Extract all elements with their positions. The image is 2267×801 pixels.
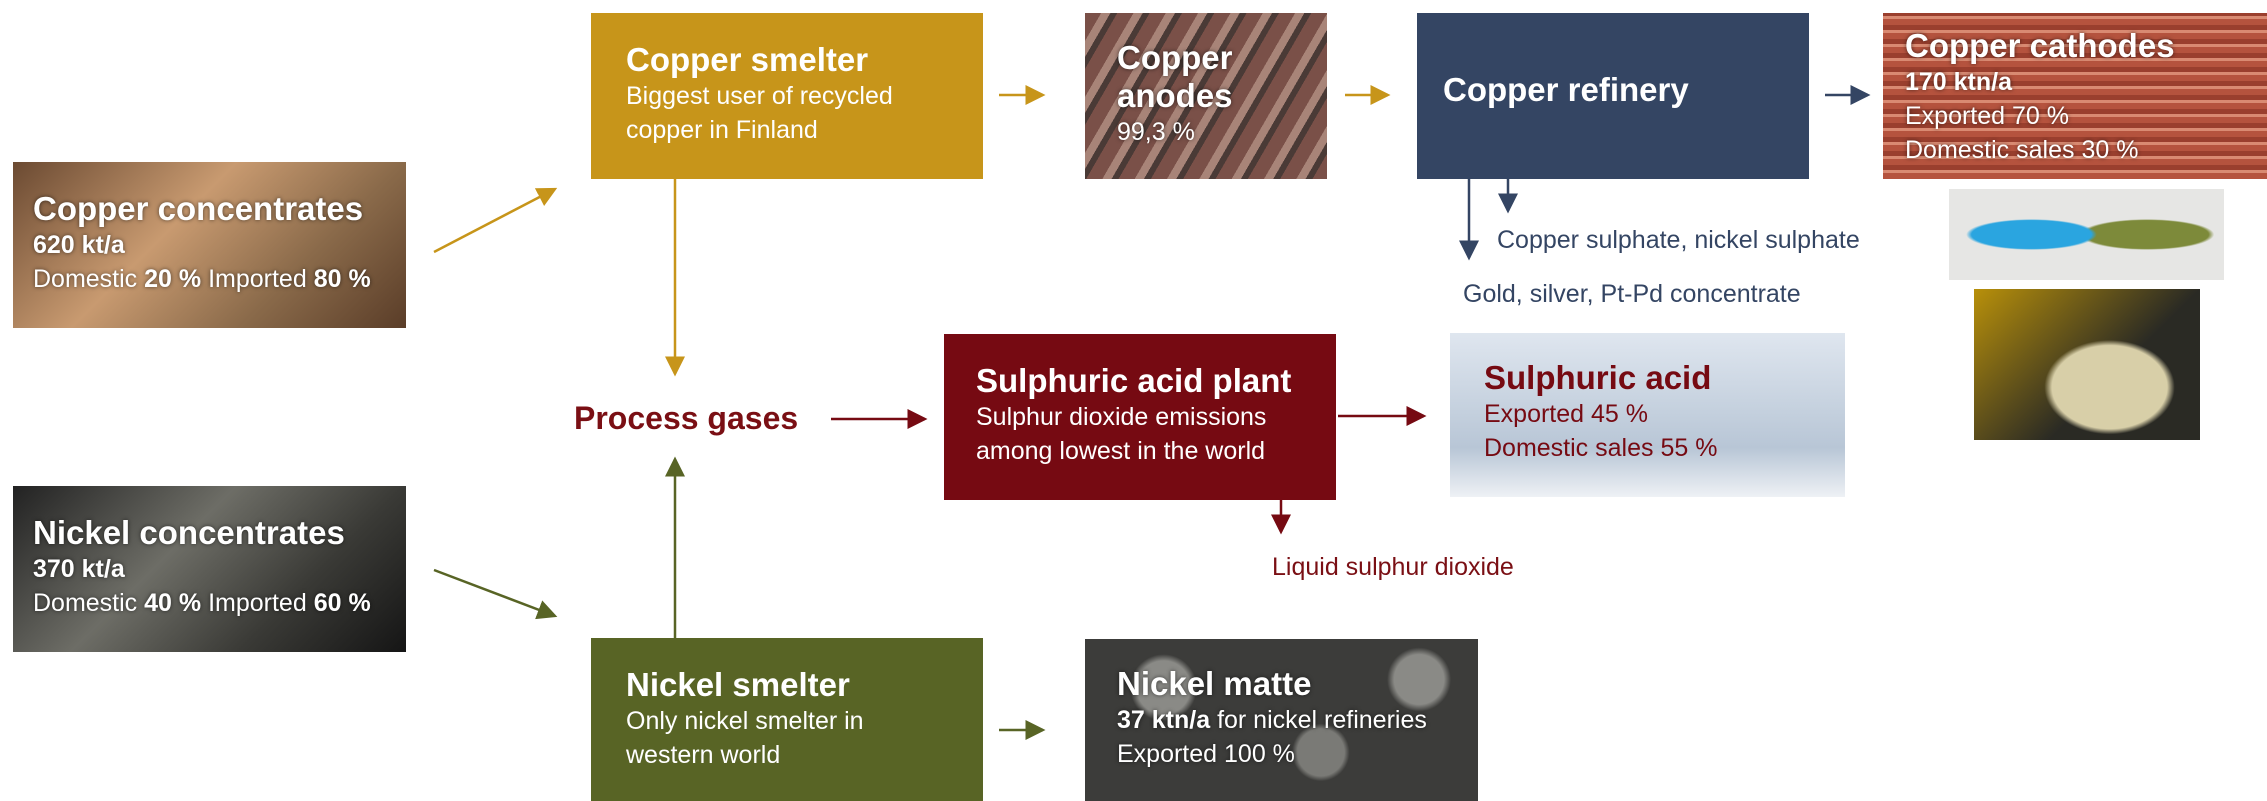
line: copper in Finland: [626, 113, 983, 147]
title: Nickel concentrates: [33, 514, 406, 552]
diagram: Copper concentrates 620 kt/a Domestic 20…: [0, 0, 2267, 801]
value: 80 %: [314, 265, 371, 293]
value: 60 %: [314, 589, 371, 617]
nickel-smelter: Nickel smelter Only nickel smelter in we…: [591, 638, 983, 801]
amount: 370 kt/a: [33, 552, 406, 586]
process-gases: Process gases: [574, 400, 798, 437]
line: Biggest user of recycled: [626, 79, 983, 113]
copper-concentrates: Copper concentrates 620 kt/a Domestic 20…: [13, 162, 406, 328]
amount: 37 ktn/a: [1117, 706, 1210, 734]
acid-plant: Sulphuric acid plant Sulphur dioxide emi…: [944, 334, 1336, 500]
line: among lowest in the world: [976, 434, 1336, 468]
byproduct: Copper sulphate, nickel sulphate: [1497, 226, 1860, 255]
byproduct: Gold, silver, Pt-Pd concentrate: [1463, 280, 1801, 309]
title: anodes: [1117, 77, 1327, 115]
export: Exported 100 %: [1117, 737, 1478, 771]
note: for nickel refineries: [1217, 706, 1427, 734]
amount: 170 ktn/a: [1905, 65, 2267, 99]
value: 20 %: [144, 265, 201, 293]
title: Nickel matte: [1117, 665, 1478, 703]
title: Sulphuric acid plant: [976, 362, 1336, 400]
line: Exported 70 %: [1905, 99, 2267, 133]
sulphate-photo: [1949, 189, 2224, 280]
title: Sulphuric acid: [1484, 359, 1845, 397]
label: Imported: [208, 589, 307, 617]
sulphuric-acid: Sulphuric acid Exported 45 % Domestic sa…: [1450, 333, 1845, 497]
line: Domestic sales 30 %: [1905, 133, 2267, 167]
gold-photo: [1974, 289, 2200, 440]
title: Copper concentrates: [33, 190, 406, 228]
nickel-concentrates: Nickel concentrates 370 kt/a Domestic 40…: [13, 486, 406, 652]
title: Copper smelter: [626, 41, 983, 79]
amount: 620 kt/a: [33, 228, 406, 262]
line: Exported 45 %: [1484, 397, 1845, 431]
value: 40 %: [144, 589, 201, 617]
title: Nickel smelter: [626, 666, 983, 704]
copper-smelter: Copper smelter Biggest user of recycled …: [591, 13, 983, 179]
title: Copper: [1117, 39, 1327, 77]
line: Sulphur dioxide emissions: [976, 400, 1336, 434]
copper-anodes: Copper anodes 99,3 %: [1085, 13, 1327, 179]
share: 99,3 %: [1117, 115, 1327, 149]
copper-cathodes: Copper cathodes 170 ktn/a Exported 70 % …: [1883, 13, 2267, 179]
liquid-so2: Liquid sulphur dioxide: [1272, 553, 1514, 582]
copper-refinery: Copper refinery: [1417, 13, 1809, 179]
line: Domestic sales 55 %: [1484, 431, 1845, 465]
label: Imported: [208, 265, 307, 293]
title: Copper refinery: [1443, 71, 1809, 109]
label: Domestic: [33, 589, 137, 617]
title: Copper cathodes: [1905, 27, 2267, 65]
nickel-matte: Nickel matte 37 ktn/a for nickel refiner…: [1085, 639, 1478, 801]
line: western world: [626, 738, 983, 772]
label: Domestic: [33, 265, 137, 293]
line: Only nickel smelter in: [626, 704, 983, 738]
